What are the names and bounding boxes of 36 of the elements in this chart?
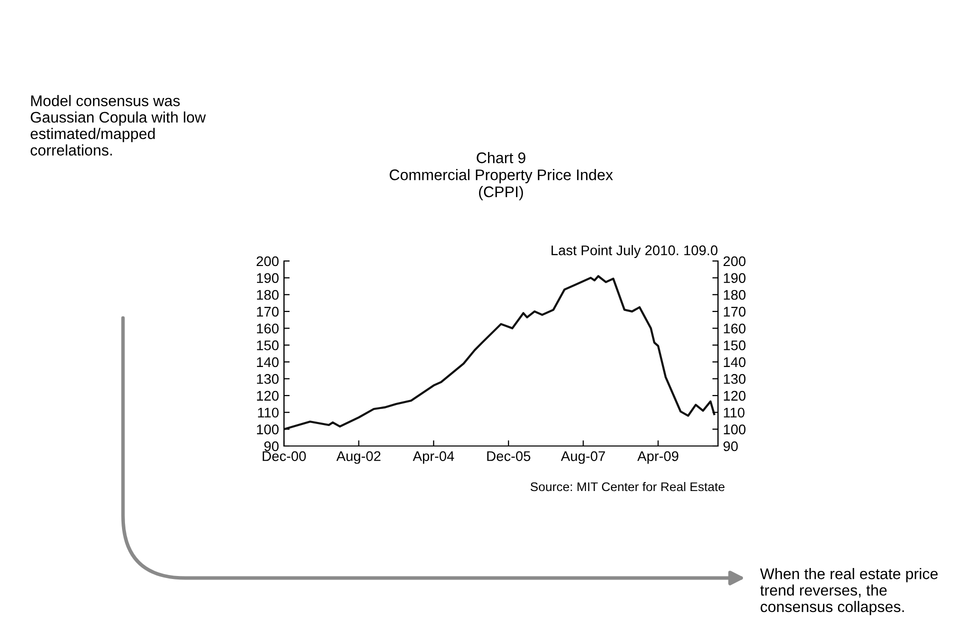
y-tick-label: 200 <box>256 256 279 266</box>
y-tick-label: 160 <box>257 324 279 334</box>
x-tick-label: Dec-05 <box>487 451 530 462</box>
y-tick-label: 130 <box>257 374 279 384</box>
x-tick-label: Apr-04 <box>412 451 454 464</box>
y2-tick-label: 120 <box>724 390 746 401</box>
text: Last Point July 2010. 109.0 <box>552 245 718 258</box>
x-tick-label: Dec-00 <box>262 451 306 462</box>
y-tick-label: 110 <box>258 408 279 418</box>
text: When the real estate price trend reverses, the consensus collapses. <box>760 568 938 616</box>
x-tick-label: Apr-09 <box>637 451 678 464</box>
y-tick-label: 170 <box>257 306 279 317</box>
y2-tick-label: 90 <box>724 441 738 452</box>
y-tick-label: 90 <box>264 441 279 452</box>
y-tick-label: 180 <box>257 290 279 300</box>
y2-tick-label: 150 <box>724 340 746 350</box>
x-tick-label: Aug-02 <box>336 451 380 464</box>
x-tick-label: Aug-07 <box>560 451 605 464</box>
source-note: Source: MIT Center for Real Estate <box>530 482 724 492</box>
y2-tick-label: 190 <box>724 273 746 283</box>
y-tick-label: 120 <box>257 390 279 401</box>
y2-tick-label: 100 <box>724 424 746 434</box>
y2-tick-label: 140 <box>724 357 746 368</box>
y2-tick-label: 200 <box>724 256 746 266</box>
y2-tick-label: 170 <box>724 306 746 317</box>
line-series <box>284 275 716 430</box>
y-tick-label: 100 <box>257 424 279 434</box>
text: Model consensus was Gaussian Copula with low estimated/mapped correlations. <box>30 95 206 156</box>
chart-title: Chart 9 Commercial Property Price Index (CPPI) <box>390 152 613 200</box>
y2-tick-label: 130 <box>724 374 746 384</box>
y2-tick-label: 160 <box>724 324 746 334</box>
y2-tick-label: 110 <box>724 408 744 418</box>
y-tick-label: 150 <box>257 340 279 350</box>
y-tick-label: 190 <box>257 273 279 283</box>
y2-tick-label: 180 <box>724 290 746 300</box>
y-tick-label: 140 <box>257 357 279 368</box>
